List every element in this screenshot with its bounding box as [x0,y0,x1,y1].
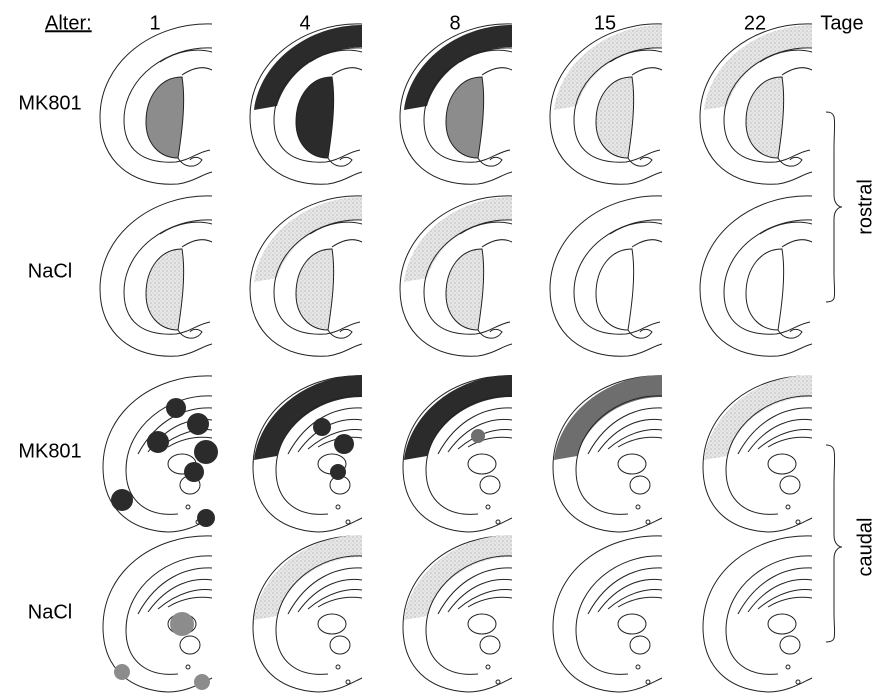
lesion [471,429,485,443]
brain-section [703,375,812,532]
brain-section [403,535,512,692]
row-label: MK801 [18,92,81,114]
lesion [166,398,186,418]
brain-section [700,196,812,356]
outline [703,536,812,692]
lesion [184,462,204,482]
brain-section [700,24,812,184]
age: 15 [594,12,616,34]
lesion [187,413,209,435]
age: 22 [744,12,766,34]
row-label: NaCl [28,601,72,623]
brain-section [703,536,812,692]
age-label: Alter: [45,12,92,34]
brain-section [100,24,212,184]
brain-section [103,536,212,692]
lesion [334,434,354,454]
sections [100,24,812,692]
brain-section [400,196,512,356]
outline [553,536,662,692]
lesion [197,509,215,527]
row-label: NaCl [28,260,72,282]
brain-section [553,536,662,692]
lesion [313,418,331,436]
group-label: rostral [854,179,876,235]
brain-section [103,376,218,532]
age: 8 [449,12,460,34]
group-label: caudal [854,518,876,577]
row-label: MK801 [18,440,81,462]
lesion [111,489,133,511]
lesion [147,431,169,453]
brace [826,445,842,642]
brain-section [250,196,362,356]
brace [826,112,842,302]
brain-section [553,375,662,532]
brain-section [253,535,362,692]
lesion [330,464,346,480]
brain-section [400,24,512,184]
brain-section [100,196,212,356]
figure: Alter: 1 4 8 15 22 Tage MK801 NaCl MK801… [0,0,887,693]
lesion [170,612,194,636]
age: 1 [149,12,160,34]
lesion [194,674,210,690]
brain-section [550,24,662,184]
lesion [114,664,130,680]
brain-section [550,196,662,356]
brain-section [403,375,512,532]
lesion [194,440,218,464]
age: 4 [299,12,310,34]
unit: Tage [820,12,863,34]
brain-section [253,375,362,532]
brain-section [250,24,362,184]
